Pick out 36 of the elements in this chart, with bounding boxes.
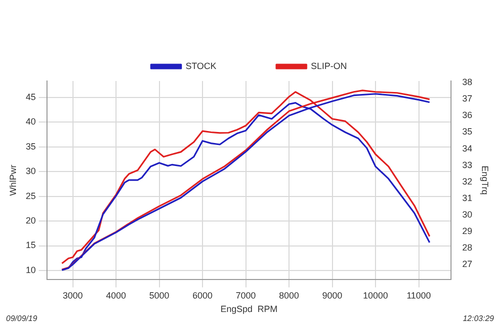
y2-tick-label: 34	[462, 143, 472, 154]
y2-tick-label: 36	[462, 110, 472, 120]
y-tick-label: 45	[26, 92, 36, 102]
text: 12:03:29	[462, 314, 495, 324]
y-tick-label: 25	[26, 190, 36, 201]
y2-axis-title: EngTrq	[480, 166, 490, 195]
y-tick-label: 40	[26, 116, 36, 127]
x-tick-label: 8000	[278, 290, 300, 300]
y-tick-label: 10	[26, 264, 36, 275]
y2-tick-label: 28	[462, 242, 472, 252]
y-tick-label: 20	[26, 216, 36, 226]
legend-label: STOCK	[186, 60, 216, 71]
y2-tick-label: 31	[462, 192, 472, 203]
x-tick-label: 4000	[106, 290, 126, 300]
x-tick-label: 3000	[62, 290, 83, 300]
y2-tick-label: 29	[462, 226, 472, 236]
x-tick-label: 5000	[149, 290, 170, 300]
legend-label: SLIP-ON	[310, 60, 347, 71]
x-axis-title: EngSpd RPM	[220, 304, 278, 314]
y2-tick-label: 27	[462, 259, 472, 270]
x-tick-label: 6000	[192, 290, 213, 300]
y2-tick-label: 37	[462, 94, 472, 104]
y2-tick-label: 32	[462, 176, 472, 186]
text: 09/09/19	[6, 314, 38, 324]
y2-tick-label: 33	[462, 160, 472, 170]
y-tick-label: 35	[26, 141, 36, 152]
x-tick-label: 11000	[406, 290, 431, 300]
x-tick-label: 10000	[362, 290, 388, 300]
x-tick-label: 9000	[322, 290, 342, 300]
y2-tick-label: 38	[462, 77, 472, 88]
y-tick-label: 15	[26, 240, 36, 250]
y2-tick-label: 30	[462, 209, 472, 220]
y-tick-label: 30	[26, 166, 36, 176]
y-axis-title: WhlPwr	[8, 164, 18, 196]
y2-tick-label: 35	[462, 126, 472, 137]
x-tick-label: 7000	[236, 290, 256, 300]
